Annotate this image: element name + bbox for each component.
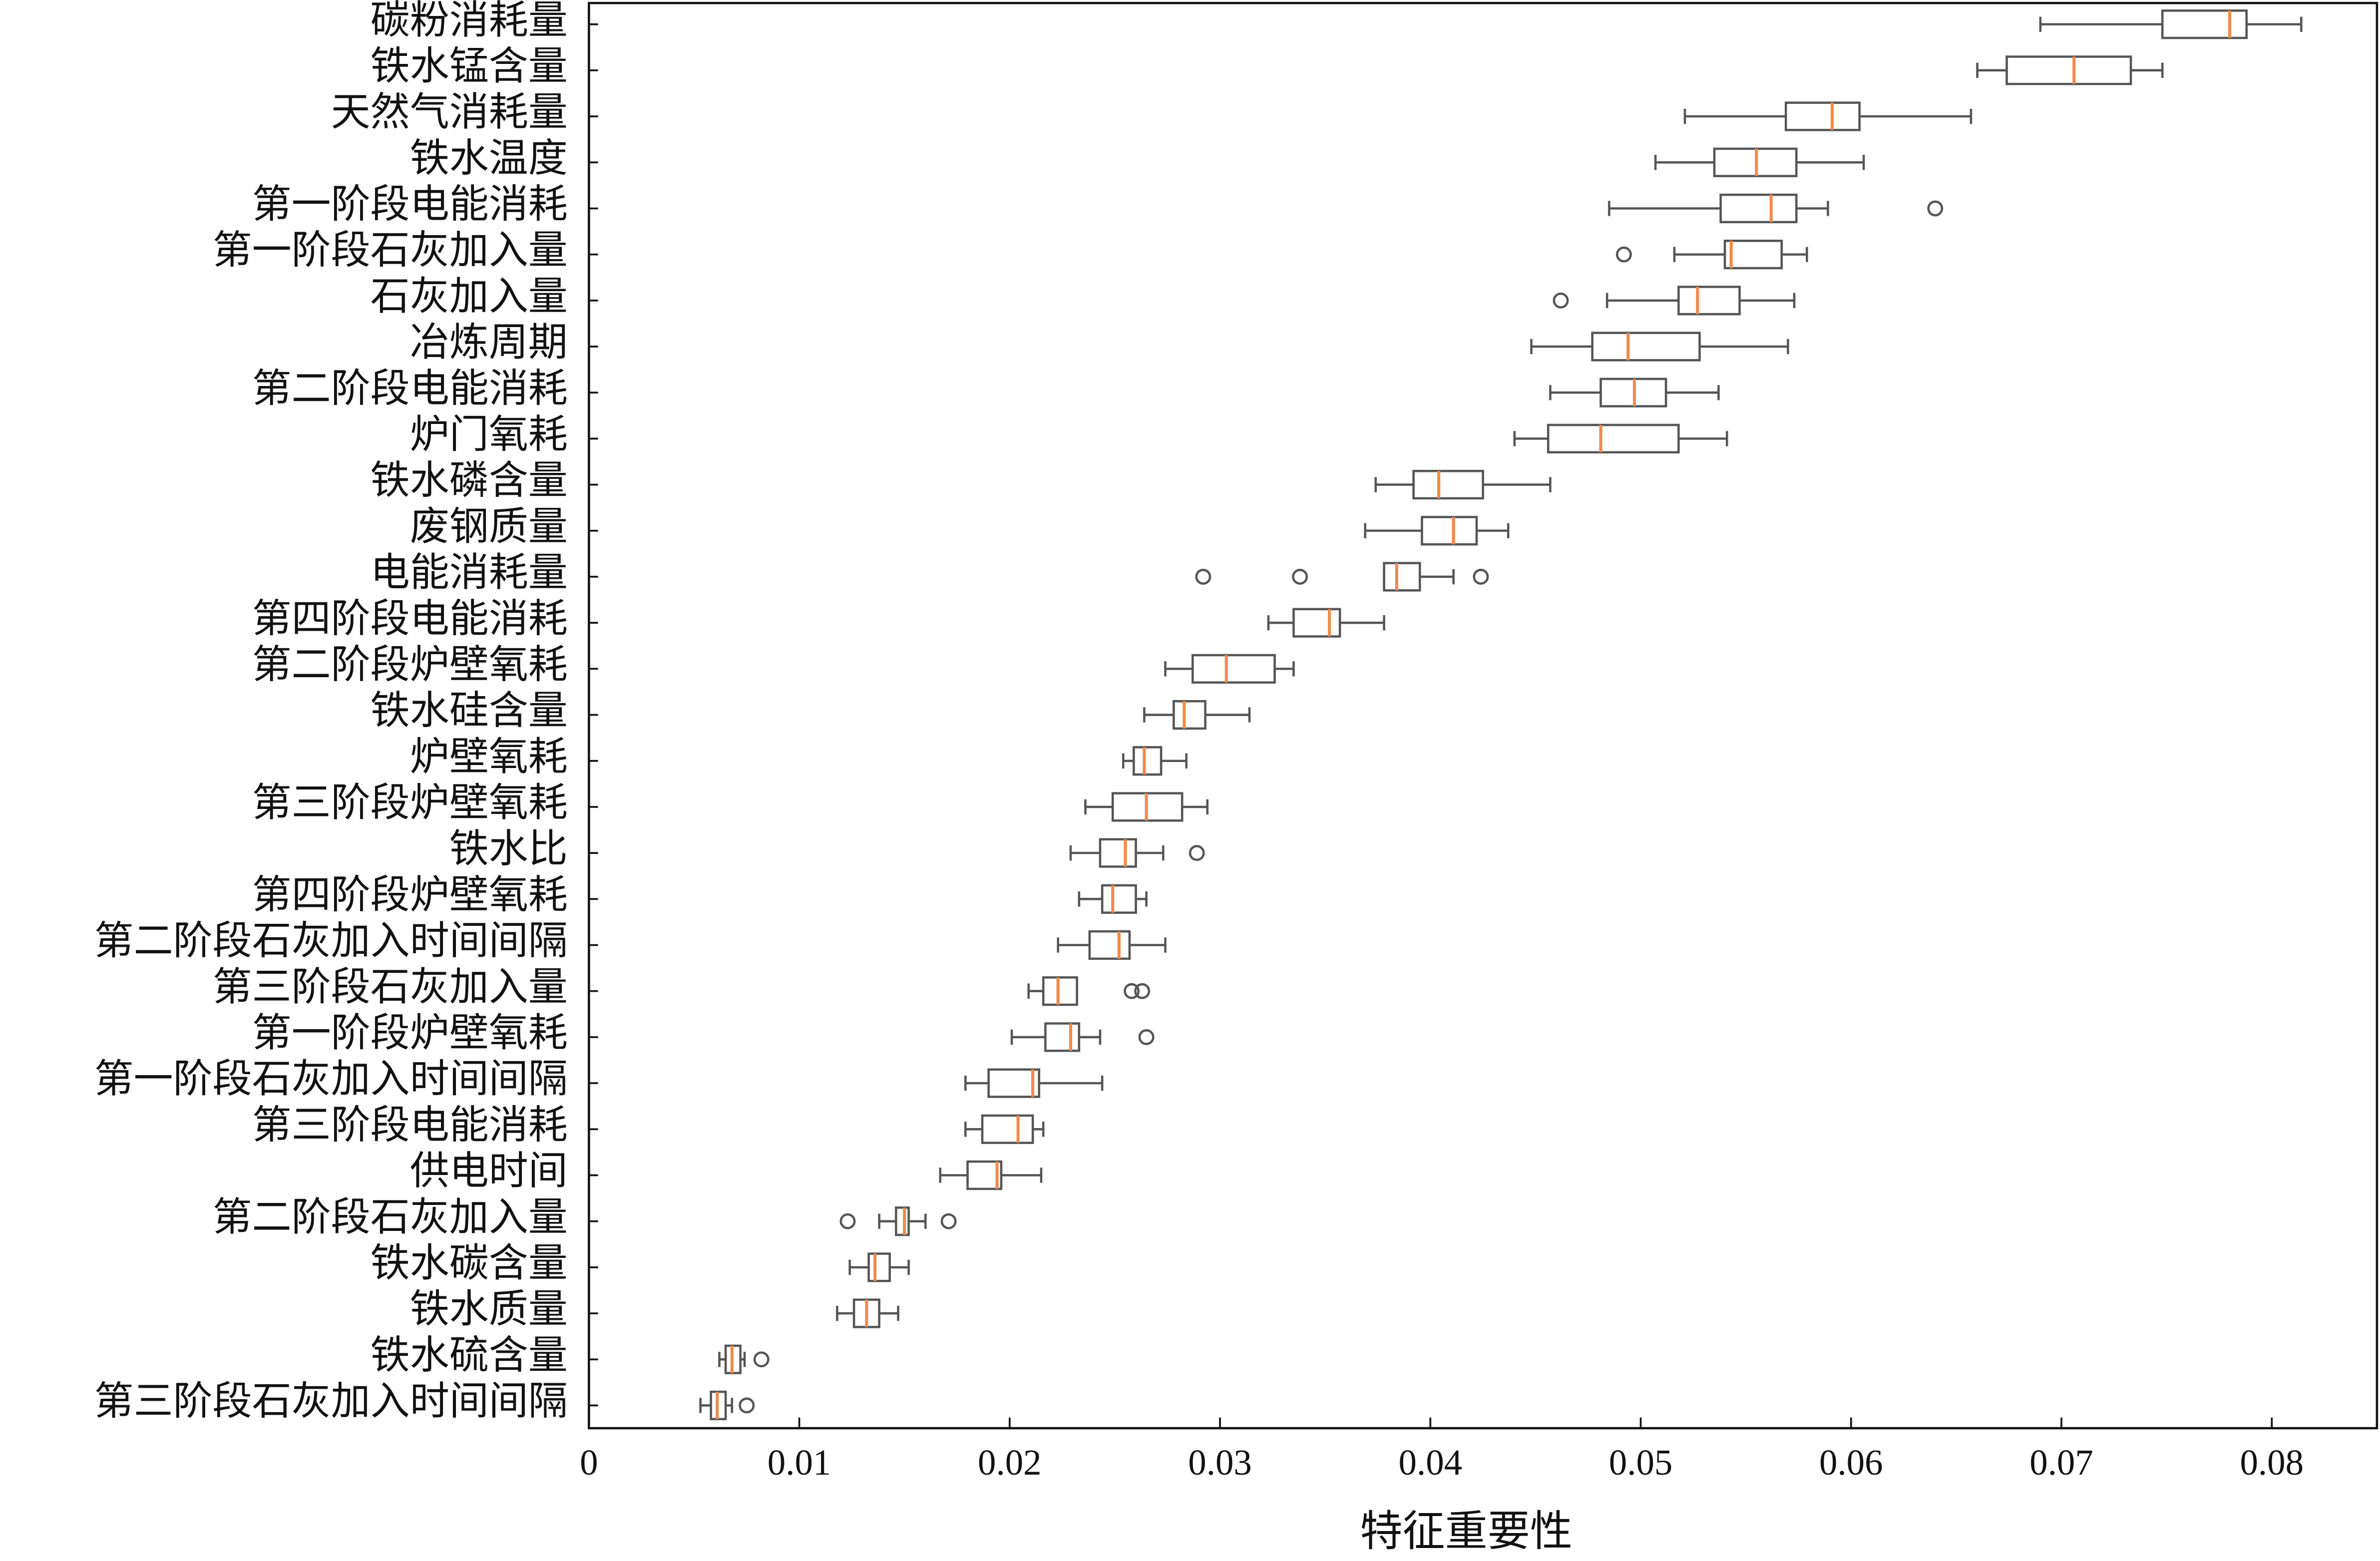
box (1133, 746, 1163, 776)
outlier (1124, 983, 1140, 999)
box (1784, 101, 1861, 131)
y-tick-label: 供电时间 (410, 1150, 568, 1193)
box (987, 1068, 1041, 1098)
y-tick-label: 冶炼周期 (410, 321, 568, 365)
y-tick-label: 第三阶段炉壁氧耗 (252, 781, 568, 825)
y-tick-label: 铁水比 (449, 827, 568, 871)
x-tick-label: 0 (580, 1442, 598, 1483)
box (1412, 469, 1484, 500)
outlier (1138, 1029, 1155, 1045)
outlier (753, 1351, 770, 1368)
x-axis-label: 特征重要性 (1360, 1508, 1572, 1555)
y-tick-label: 第三阶段石灰加入时间间隔 (94, 1380, 568, 1424)
box (1677, 286, 1741, 316)
y-tick-label: 第二阶段炉壁氧耗 (252, 643, 568, 687)
x-tick-label: 0.01 (768, 1442, 831, 1483)
y-tick-label: 铁水温度 (410, 137, 568, 180)
outlier (1473, 569, 1489, 585)
x-tick-label: 0.05 (1609, 1442, 1673, 1483)
box (2161, 9, 2248, 39)
y-tick-label: 第一阶段石灰加入量 (213, 229, 568, 273)
box (1191, 654, 1276, 684)
y-tick-label: 铁水质量 (410, 1288, 568, 1331)
box (2005, 55, 2132, 85)
plot-frame (588, 1, 2379, 1430)
outlier (1615, 246, 1632, 263)
y-tick-label: 电能消耗量 (371, 551, 568, 595)
box (1421, 516, 1478, 546)
y-tick-label: 第二阶段石灰加入时间间隔 (94, 920, 568, 963)
x-tick-label: 0.02 (978, 1442, 1042, 1483)
outlier (1292, 569, 1308, 585)
y-tick-label: 第二阶段电能消耗 (252, 367, 568, 410)
outlier (940, 1213, 957, 1229)
outlier (1189, 845, 1205, 861)
box (1044, 1022, 1081, 1052)
y-tick-label: 石灰加入量 (371, 275, 568, 319)
box (1173, 700, 1206, 730)
x-tick-label: 0.04 (1398, 1442, 1462, 1483)
y-tick-label: 铁水硅含量 (371, 690, 568, 733)
box (1591, 332, 1701, 362)
box (867, 1252, 891, 1282)
y-tick-label: 铁水磷含量 (371, 459, 568, 503)
box (1547, 423, 1680, 454)
box (1088, 930, 1131, 960)
outlier (739, 1397, 755, 1414)
y-tick-label: 第一阶段石灰加入时间间隔 (94, 1058, 568, 1101)
y-tick-label: 第三阶段石灰加入量 (213, 966, 568, 1009)
outlier (1927, 200, 1944, 217)
outlier (1553, 292, 1569, 309)
x-tick-label: 0.03 (1188, 1442, 1252, 1483)
box (1099, 838, 1137, 868)
y-tick-label: 第一阶段炉壁氧耗 (252, 1012, 568, 1055)
y-tick-label: 第一阶段电能消耗 (252, 183, 568, 227)
y-tick-label: 铁水碳含量 (371, 1242, 568, 1285)
outlier (1195, 569, 1211, 585)
box (1719, 193, 1798, 224)
box (1101, 884, 1137, 914)
y-tick-label: 炉壁氧耗 (410, 736, 568, 779)
y-tick-label: 第三阶段电能消耗 (252, 1104, 568, 1147)
box (1042, 976, 1078, 1006)
y-tick-label: 碳粉消耗量 (371, 0, 568, 42)
x-tick-label: 0.06 (1819, 1442, 1883, 1483)
outlier (839, 1213, 856, 1229)
y-tick-label: 第四阶段电能消耗 (252, 597, 568, 641)
y-tick-label: 炉门氧耗 (410, 413, 568, 457)
y-tick-label: 铁水锰含量 (371, 45, 568, 88)
box (1723, 239, 1783, 270)
y-tick-label: 铁水硫含量 (371, 1334, 568, 1377)
box (895, 1206, 910, 1236)
box (1292, 608, 1341, 638)
box (981, 1114, 1034, 1144)
y-tick-label: 天然气消耗量 (331, 91, 568, 134)
y-tick-label: 第四阶段炉壁氧耗 (252, 873, 568, 917)
x-tick-label: 0.08 (2240, 1442, 2304, 1483)
x-tick-label: 0.07 (2029, 1442, 2093, 1483)
y-tick-label: 第二阶段石灰加入量 (213, 1196, 568, 1239)
outlier (1134, 983, 1151, 999)
box (1383, 562, 1421, 592)
y-tick-label: 废钢质量 (410, 505, 568, 549)
